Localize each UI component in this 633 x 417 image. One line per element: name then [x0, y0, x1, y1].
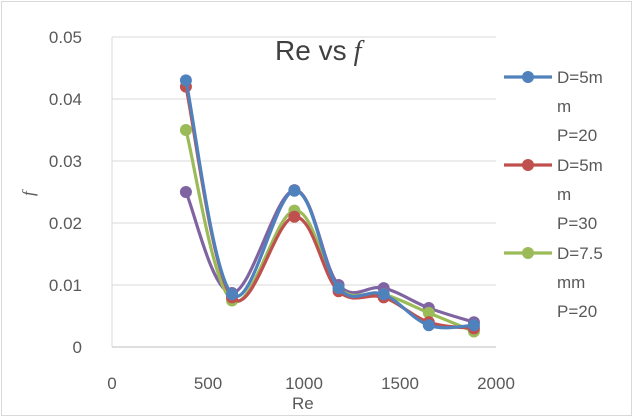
x-tick-label: 2000 [477, 374, 515, 393]
x-axis-label: Re [292, 394, 314, 413]
data-point [467, 319, 480, 332]
legend-swatch-marker [522, 71, 534, 83]
data-point [377, 288, 390, 301]
legend-swatch-marker [522, 159, 534, 171]
gridlines [111, 36, 496, 348]
y-tick-label: 0.01 [49, 276, 82, 295]
chart-title-symbol: f [354, 36, 365, 67]
y-tick-labels: 0 0.01 0.02 0.03 0.04 0.05 [49, 28, 82, 357]
legend-label: D=5m [557, 68, 603, 87]
legend-entry: D=5m m P=20 [504, 68, 603, 145]
series-line [184, 80, 474, 330]
chart-title-text: Re vs [275, 35, 347, 66]
x-tick-labels: 0 500 1000 1500 2000 [107, 374, 515, 393]
legend-label: P=20 [557, 126, 597, 145]
data-point [226, 288, 238, 301]
legend-label: D=5m [557, 156, 603, 175]
legend-label: mm [557, 273, 585, 292]
y-tick-label: 0.03 [49, 152, 82, 171]
legend-entry: D=5m m P=30 [504, 156, 603, 233]
series-3 [179, 124, 480, 338]
x-tick-label: 0 [107, 374, 116, 393]
legend-label: m [557, 185, 571, 204]
series-2 [179, 80, 480, 335]
series-1 [179, 74, 480, 332]
y-tick-label: 0 [73, 338, 82, 357]
chart-title: Re vs f [275, 35, 365, 67]
series-lines [179, 74, 480, 338]
x-tick-label: 1500 [381, 374, 419, 393]
y-tick-label: 0.05 [49, 28, 82, 47]
y-tick-label: 0.04 [49, 90, 82, 109]
legend-label: D=7.5 [557, 244, 603, 263]
data-point [288, 184, 301, 197]
series-line [184, 129, 475, 333]
series-4 [179, 184, 480, 329]
data-point [422, 319, 435, 332]
data-point [422, 306, 435, 319]
legend-label: P=30 [557, 214, 597, 233]
x-tick-label: 1000 [285, 374, 323, 393]
legend-swatch-marker [522, 247, 534, 259]
y-tick-label: 0.02 [49, 214, 82, 233]
legend: D=5m m P=20 D=5m m P=30 D=7.5 mm P=20 [504, 68, 603, 321]
legend-label: P=20 [557, 302, 597, 321]
data-point [332, 282, 345, 295]
data-point [288, 210, 301, 223]
legend-label: m [557, 97, 571, 116]
legend-entry: D=7.5 mm P=20 [504, 244, 603, 321]
x-tick-label: 500 [194, 374, 222, 393]
data-point [179, 186, 192, 198]
y-axis-label: f [19, 189, 38, 196]
data-point [179, 74, 192, 87]
data-point [179, 124, 192, 136]
